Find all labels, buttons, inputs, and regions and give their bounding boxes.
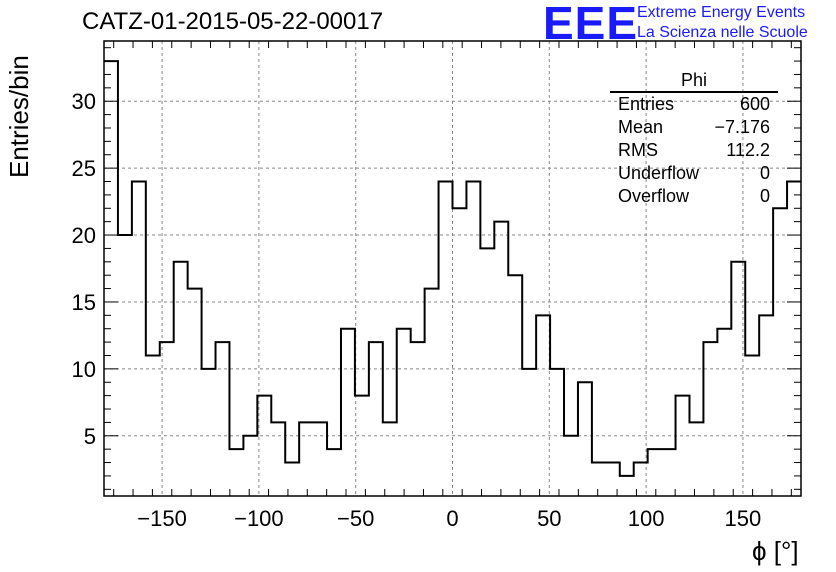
eee-logo: EEE <box>543 0 639 49</box>
x-tick-label: 100 <box>628 506 665 531</box>
x-tick-label: 50 <box>537 506 561 531</box>
histogram-bin <box>578 382 592 496</box>
x-tick-label: 150 <box>725 506 762 531</box>
histogram-bin <box>257 396 271 496</box>
stats-row-overflow: Overflow 0 <box>610 185 778 208</box>
histogram-bin <box>174 262 188 496</box>
chart-title: CATZ-01-2015-05-22-00017 <box>82 8 384 35</box>
histogram-bin <box>634 463 648 496</box>
histogram-bin <box>285 463 299 496</box>
histogram-bin <box>550 369 564 496</box>
histogram-bin <box>397 329 411 496</box>
histogram-bin <box>592 463 606 496</box>
histogram-bin <box>439 182 453 496</box>
histogram-bin <box>564 436 578 496</box>
histogram-bin <box>494 222 508 496</box>
stats-row-underflow: Underflow 0 <box>610 162 778 185</box>
histogram-bin <box>676 396 690 496</box>
histogram-bin <box>453 208 467 496</box>
logo-line-2: La Scienza nelle Scuole <box>637 24 808 41</box>
y-axis-label: Entries/bin <box>4 55 34 178</box>
stats-box: Phi Entries 600 Mean −7.176 RMS 112.2 Un… <box>610 70 778 208</box>
plot-frame <box>103 40 802 497</box>
x-tick-label: −100 <box>234 506 284 531</box>
histogram-bin <box>243 436 257 496</box>
histogram-bin <box>689 422 703 496</box>
stats-row-mean: Mean −7.176 <box>610 116 778 139</box>
histogram-bin <box>216 342 230 496</box>
logo-line-1: Extreme Energy Events <box>637 4 806 21</box>
stats-label: RMS <box>618 140 658 160</box>
histogram-bin <box>522 369 536 496</box>
y-tick-label: 10 <box>72 357 96 382</box>
histogram-bin <box>104 61 118 496</box>
stats-label: Mean <box>618 117 664 137</box>
stats-row-entries: Entries 600 <box>610 93 778 116</box>
histogram-bin <box>508 275 522 496</box>
histogram-bin <box>773 208 787 496</box>
x-tick-label: −50 <box>337 506 374 531</box>
y-tick-label: 30 <box>72 89 96 114</box>
histogram-bin <box>717 329 731 496</box>
histogram-bin <box>313 422 327 496</box>
histogram-bin <box>648 449 662 496</box>
histogram-bin <box>759 315 773 496</box>
histogram-bin <box>662 449 676 496</box>
histogram-bin <box>369 342 383 496</box>
stats-value: 112.2 <box>726 140 770 160</box>
histogram-series <box>104 60 801 477</box>
histogram-bin <box>536 315 550 496</box>
stats-value: −7.176 <box>714 117 770 137</box>
histogram-bin <box>229 449 243 496</box>
histogram-bin <box>703 342 717 496</box>
stats-label: Entries <box>618 94 675 114</box>
stats-value: 0 <box>759 163 770 183</box>
y-tick-label: 5 <box>84 424 96 449</box>
stats-row-rms: RMS 112.2 <box>610 139 778 162</box>
stats-value: 0 <box>759 186 770 206</box>
histogram-bin <box>299 422 313 496</box>
histogram-bin <box>425 289 439 496</box>
histogram-bin <box>327 449 341 496</box>
histogram-bin <box>188 289 202 496</box>
histogram-bin <box>620 476 634 496</box>
stats-box-title: Phi <box>610 70 778 93</box>
y-tick-label: 15 <box>72 290 96 315</box>
histogram-bin <box>411 342 425 496</box>
histogram-bin <box>132 182 146 496</box>
x-tick-label: 0 <box>446 506 458 531</box>
histogram-bin <box>341 329 355 496</box>
histogram-bin <box>606 463 620 496</box>
y-tick-label: 20 <box>72 223 96 248</box>
histogram-bin <box>466 182 480 496</box>
histogram-bin <box>383 422 397 496</box>
histogram-bin <box>355 396 369 496</box>
stats-value: 600 <box>739 94 770 114</box>
stats-label: Underflow <box>618 163 700 183</box>
histogram-bin <box>202 369 216 496</box>
x-axis-label: ϕ [°] <box>752 536 799 566</box>
x-tick-label: −150 <box>137 506 187 531</box>
histogram-bin <box>480 248 494 496</box>
stats-label: Overflow <box>618 186 690 206</box>
histogram-bin <box>118 235 132 496</box>
histogram-bin <box>271 422 285 496</box>
histogram-bin <box>745 355 759 496</box>
histogram-bin <box>146 355 160 496</box>
y-tick-label: 25 <box>72 156 96 181</box>
